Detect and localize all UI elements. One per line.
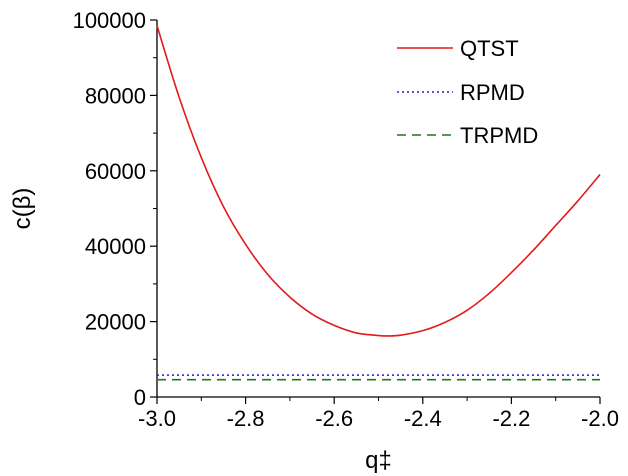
- y-tick-label: 60000: [85, 159, 146, 184]
- x-tick-label: -2.8: [227, 406, 265, 431]
- series-group: [156, 25, 601, 381]
- y-tick-label: 20000: [85, 310, 146, 335]
- x-tick-label: -2.2: [492, 406, 530, 431]
- legend-label-rpmd: RPMD: [460, 80, 525, 105]
- legend-label-qtst: QTST: [460, 36, 519, 61]
- x-axis-title: q‡: [365, 447, 392, 474]
- x-tick-label: -2.0: [581, 406, 619, 431]
- legend: QTST RPMD TRPMD: [397, 36, 538, 148]
- x-tick-label: -2.4: [404, 406, 442, 431]
- legend-label-trpmd: TRPMD: [460, 123, 538, 148]
- ticks: -3.0 -2.8 -2.6 -2.4 -2.2 -2.0 0 20000 40000 60000…: [73, 8, 619, 431]
- axes: [156, 20, 600, 398]
- y-tick-label: 100000: [73, 8, 146, 33]
- y-tick-label: 80000: [85, 83, 146, 108]
- x-tick-label: -3.0: [138, 406, 176, 431]
- y-tick-label: 40000: [85, 234, 146, 259]
- y-tick-label: 0: [134, 385, 146, 410]
- series-line-qtst: [156, 25, 601, 337]
- x-tick-label: -2.6: [315, 406, 353, 431]
- y-axis-title: c(β): [9, 188, 36, 230]
